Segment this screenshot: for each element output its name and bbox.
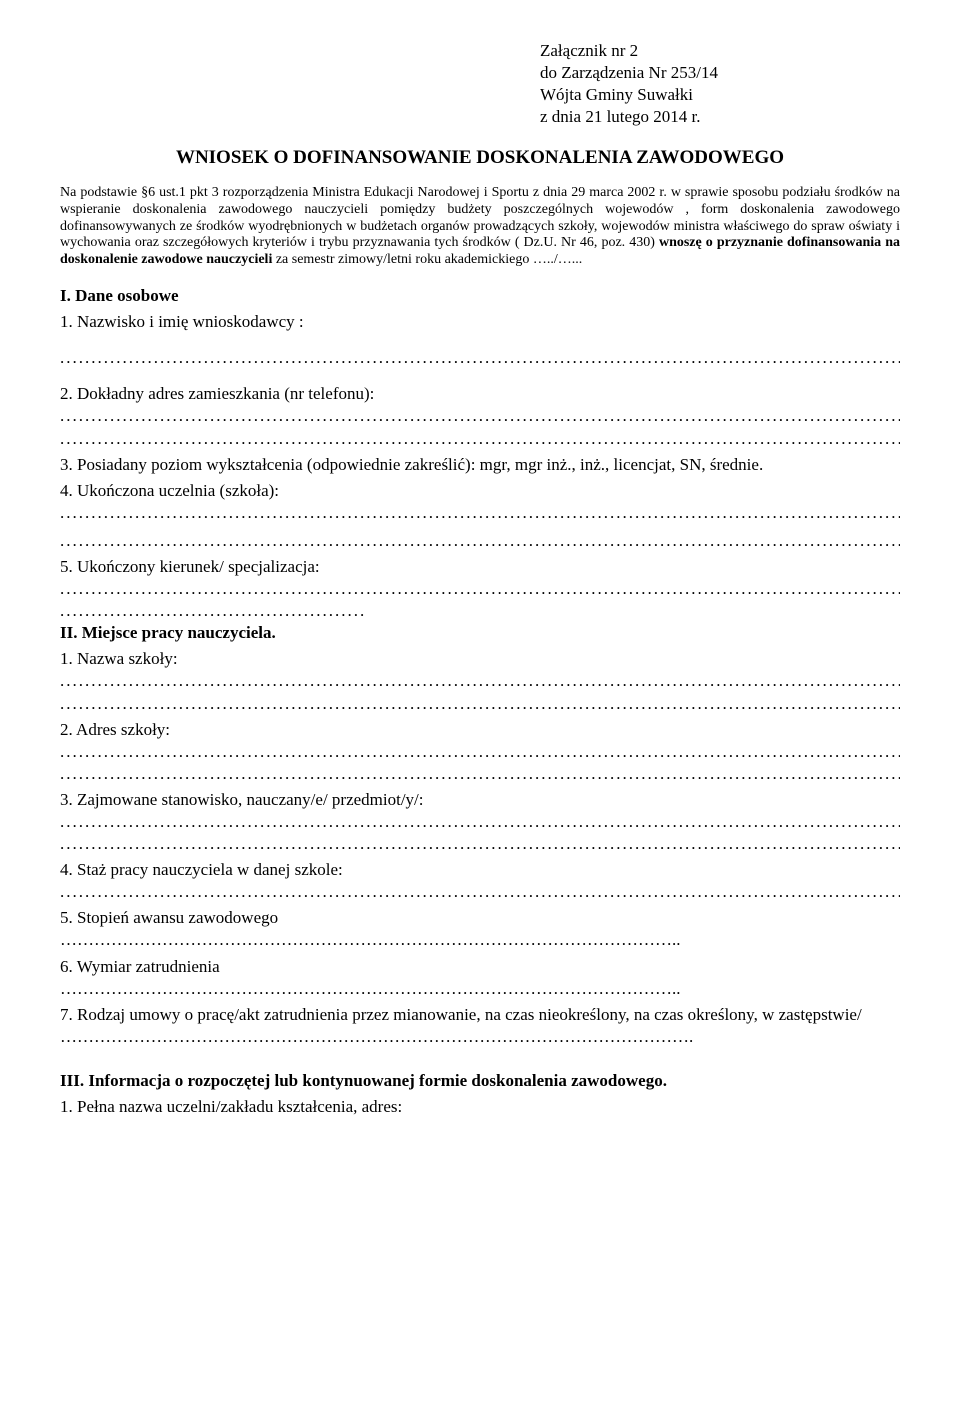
fill-line: ........................................… bbox=[60, 578, 900, 600]
fill-line-ellipsis: ……………………………………………………………………………………………….. bbox=[60, 929, 900, 951]
header-line-2: do Zarządzenia Nr 253/14 bbox=[540, 62, 900, 84]
section-ii-q5: 5. Stopień awansu zawodowego bbox=[60, 907, 900, 929]
section-ii-q6: 6. Wymiar zatrudnienia bbox=[60, 956, 900, 978]
section-ii: II. Miejsce pracy nauczyciela. 1. Nazwa … bbox=[60, 622, 900, 1048]
fill-line-short: ........................................… bbox=[60, 600, 900, 622]
fill-line: ........................................… bbox=[60, 670, 900, 692]
header-line-1: Załącznik nr 2 bbox=[540, 40, 900, 62]
section-ii-q3: 3. Zajmowane stanowisko, nauczany/e/ prz… bbox=[60, 789, 900, 811]
section-i-q2: 2. Dokładny adres zamieszkania (nr telef… bbox=[60, 383, 900, 405]
section-ii-heading: II. Miejsce pracy nauczyciela. bbox=[60, 622, 900, 644]
header-line-4: z dnia 21 lutego 2014 r. bbox=[540, 106, 900, 128]
section-i-q4: 4. Ukończona uczelnia (szkoła): bbox=[60, 480, 900, 502]
fill-line: ........................................… bbox=[60, 693, 900, 715]
fill-line: ........................................… bbox=[60, 502, 900, 524]
fill-line-ellipsis: ……………………………………………………………………………………………….. bbox=[60, 978, 900, 1000]
section-i-heading: I. Dane osobowe bbox=[60, 286, 179, 305]
attachment-header: Załącznik nr 2 do Zarządzenia Nr 253/14 … bbox=[540, 40, 900, 128]
section-i: I. Dane osobowe 1. Nazwisko i imię wnios… bbox=[60, 285, 900, 622]
fill-line: ........................................… bbox=[60, 530, 900, 552]
section-ii-q2: 2. Adres szkoły: bbox=[60, 719, 900, 741]
fill-line: ........................................… bbox=[60, 881, 900, 903]
fill-line: ........................................… bbox=[60, 428, 900, 450]
fill-line-ellipsis: …………………………………………………………………………………………………. bbox=[60, 1026, 900, 1048]
section-i-q1: 1. Nazwisko i imię wnioskodawcy : bbox=[60, 311, 900, 333]
fill-line: ........................................… bbox=[60, 811, 900, 833]
fill-line: ........................................… bbox=[60, 741, 900, 763]
legal-tail: za semestr zimowy/letni roku akademickie… bbox=[276, 252, 582, 267]
fill-line: ........................................… bbox=[60, 347, 900, 369]
fill-line: ........................................… bbox=[60, 405, 900, 427]
section-i-q3: 3. Posiadany poziom wykształcenia (odpow… bbox=[60, 454, 900, 476]
fill-line: ........................................… bbox=[60, 763, 900, 785]
section-iii-heading: III. Informacja o rozpoczętej lub kontyn… bbox=[60, 1070, 900, 1092]
section-ii-q7: 7. Rodzaj umowy o pracę/akt zatrudnienia… bbox=[60, 1004, 900, 1026]
header-line-3: Wójta Gminy Suwałki bbox=[540, 84, 900, 106]
section-i-q5: 5. Ukończony kierunek/ specjalizacja: bbox=[60, 556, 900, 578]
section-ii-q4: 4. Staż pracy nauczyciela w danej szkole… bbox=[60, 859, 900, 881]
fill-line: ........................................… bbox=[60, 833, 900, 855]
section-iii-q1: 1. Pełna nazwa uczelni/zakładu kształcen… bbox=[60, 1096, 900, 1118]
section-ii-q1: 1. Nazwa szkoły: bbox=[60, 648, 900, 670]
document-title: WNIOSEK O DOFINANSOWANIE DOSKONALENIA ZA… bbox=[60, 146, 900, 171]
legal-basis-paragraph: Na podstawie §6 ust.1 pkt 3 rozporządzen… bbox=[60, 185, 900, 269]
